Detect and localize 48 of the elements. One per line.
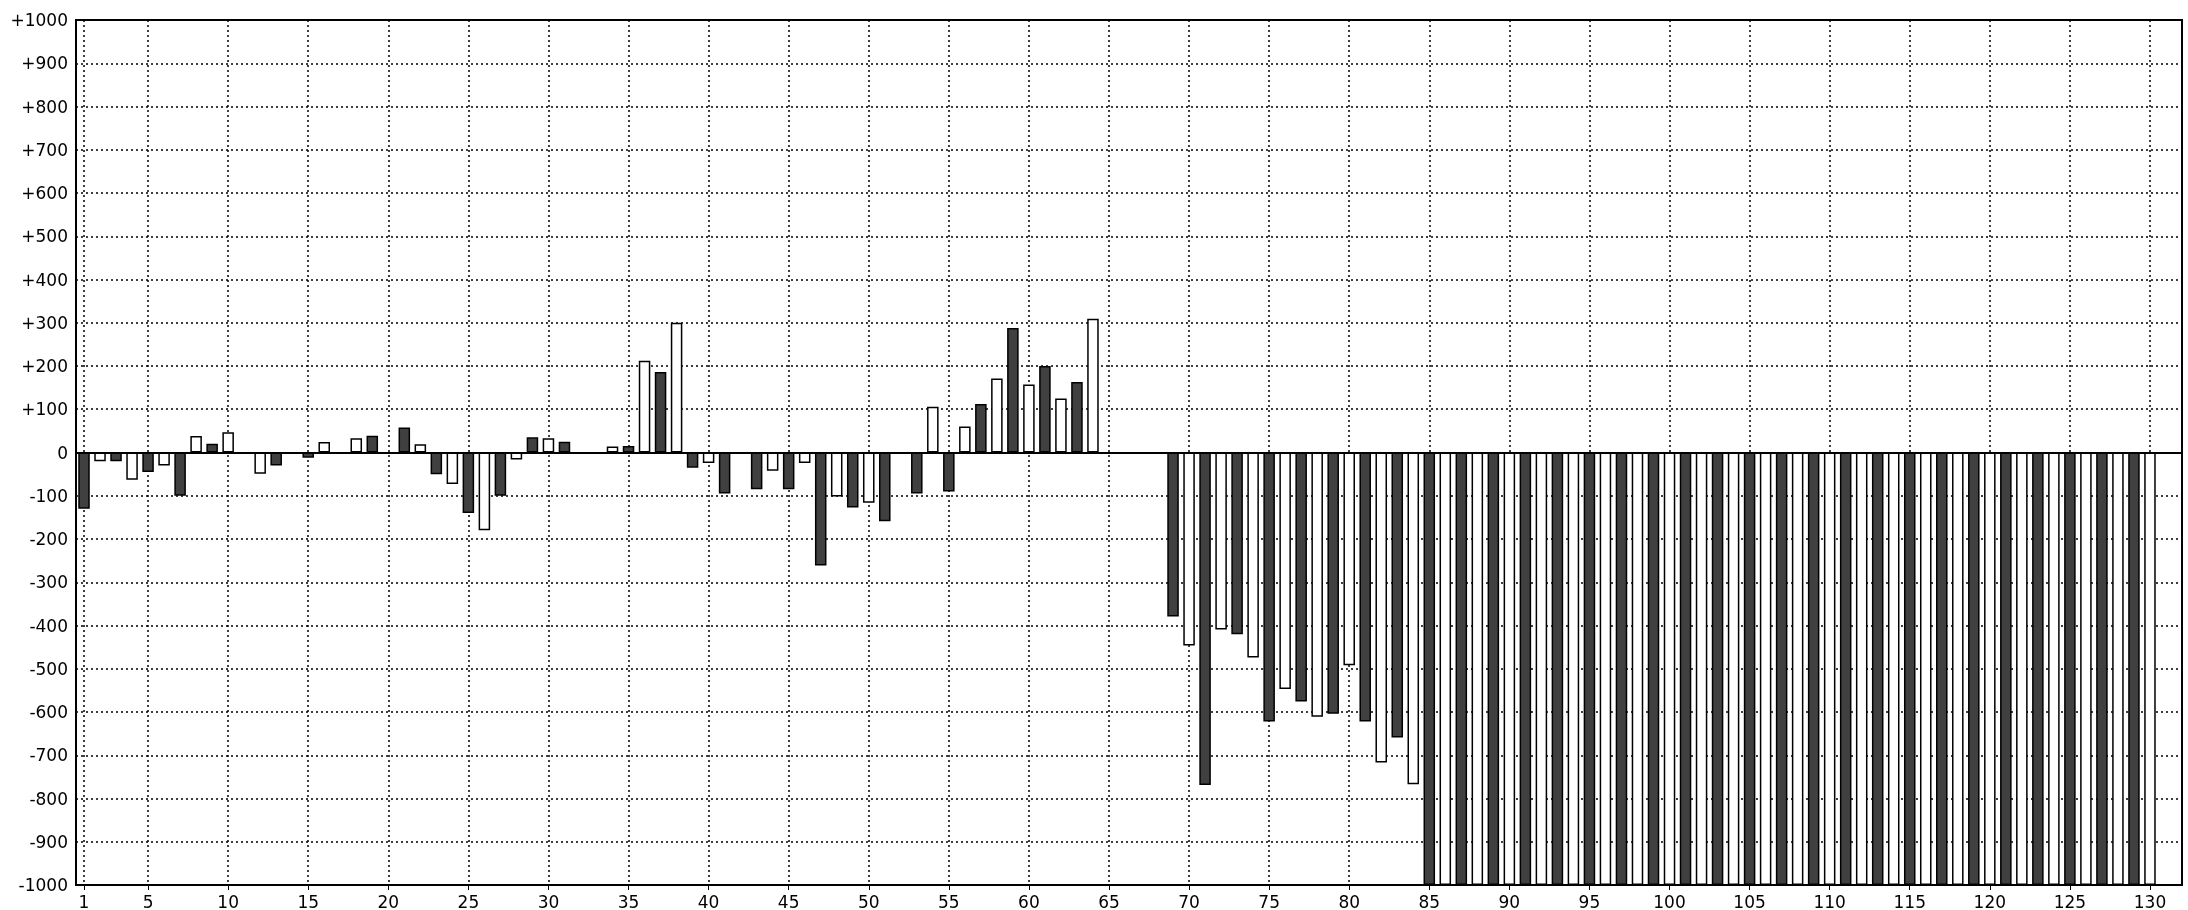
y-tick-label: -300 — [29, 572, 68, 593]
x-tick-label: 70 — [1178, 891, 1200, 910]
y-tick-label: -200 — [29, 529, 68, 549]
x-tick-label: 120 — [1973, 891, 2007, 910]
y-tick-label: -500 — [29, 658, 68, 679]
y-tick-label: +900 — [21, 53, 68, 74]
y-tick-label: +300 — [21, 312, 68, 333]
x-tick-label: 30 — [537, 891, 560, 910]
x-tick-label: 50 — [857, 891, 880, 910]
x-tick-label: 45 — [777, 891, 800, 910]
x-tick-label: 55 — [938, 891, 960, 910]
y-tick-label: +600 — [21, 183, 68, 203]
y-tick-label: -400 — [29, 615, 68, 636]
y-tick-label: +800 — [21, 96, 68, 117]
x-tick-label: 1 — [78, 891, 90, 910]
x-tick-label: 115 — [1893, 891, 1926, 910]
x-tick-label: 25 — [457, 891, 480, 910]
x-tick-label: 130 — [2133, 891, 2167, 910]
y-tick-label: +400 — [21, 269, 68, 290]
x-tick-label: 90 — [1498, 891, 1521, 910]
x-tick-label: 105 — [1733, 891, 1766, 910]
x-tick-label: 10 — [217, 891, 239, 910]
y-tick-label: +500 — [21, 226, 68, 247]
y-tick-label: -600 — [29, 702, 68, 722]
y-tick-label: +700 — [21, 139, 68, 160]
y-tick-label: +200 — [21, 356, 68, 376]
y-tick-label: +100 — [21, 399, 68, 420]
y-tick-label: -1000 — [18, 875, 68, 895]
x-tick-label: 35 — [617, 891, 640, 910]
y-tick-label: -100 — [29, 485, 68, 506]
x-tick-label: 100 — [1653, 891, 1686, 910]
y-tick-label: -800 — [29, 788, 68, 809]
x-tick-label: 80 — [1338, 891, 1361, 910]
x-tick-label: 75 — [1258, 891, 1280, 910]
x-tick-label: 65 — [1098, 891, 1120, 910]
x-tick-label: 95 — [1578, 891, 1601, 910]
y-tick-label: -900 — [29, 831, 68, 852]
x-tick-label: 110 — [1813, 891, 1846, 910]
y-tick-label: -700 — [29, 745, 68, 766]
x-tick-label: 125 — [2053, 891, 2087, 910]
y-tick-label: +1000 — [10, 10, 68, 30]
x-tick-label: 85 — [1418, 891, 1441, 910]
x-tick-label: 60 — [1018, 891, 1040, 910]
x-tick-label: 5 — [142, 891, 154, 910]
x-tick-label: 20 — [377, 891, 400, 910]
y-tick-label: 0 — [57, 442, 68, 463]
x-tick-label: 40 — [697, 891, 720, 910]
x-tick-label: 15 — [297, 891, 320, 910]
